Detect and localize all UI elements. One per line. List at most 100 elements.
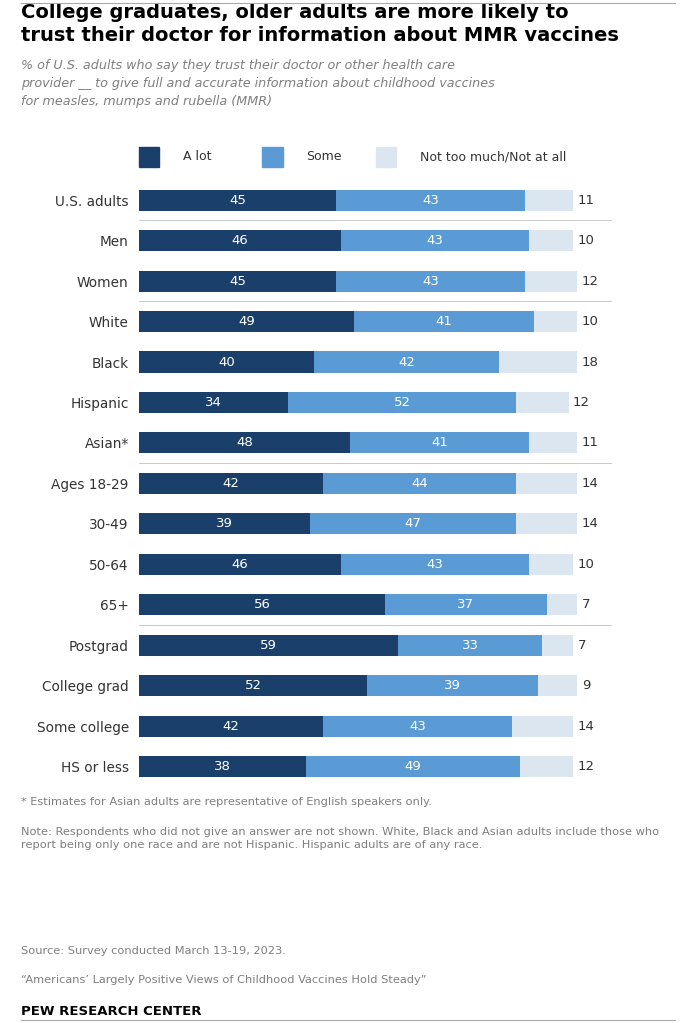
Bar xyxy=(542,634,573,656)
Text: 9: 9 xyxy=(582,679,590,693)
Text: 12: 12 xyxy=(573,396,590,409)
Bar xyxy=(288,392,516,413)
Bar xyxy=(139,433,349,453)
Bar xyxy=(534,311,578,332)
Text: 11: 11 xyxy=(582,437,599,449)
Bar xyxy=(538,675,578,696)
Bar xyxy=(516,473,578,494)
Text: Note: Respondents who did not give an answer are not shown. White, Black and Asi: Note: Respondents who did not give an an… xyxy=(21,827,659,850)
Text: 42: 42 xyxy=(398,356,415,368)
Text: 43: 43 xyxy=(422,274,439,287)
Text: 18: 18 xyxy=(582,356,599,368)
Bar xyxy=(323,715,512,737)
Bar xyxy=(529,553,573,575)
Bar xyxy=(139,553,341,575)
Bar xyxy=(336,189,525,211)
Text: 49: 49 xyxy=(238,315,255,328)
Bar xyxy=(516,514,578,534)
Text: 56: 56 xyxy=(253,598,270,611)
Text: 10: 10 xyxy=(582,315,599,328)
Text: 7: 7 xyxy=(578,638,586,652)
Bar xyxy=(341,230,529,252)
Text: 37: 37 xyxy=(457,598,474,611)
Bar xyxy=(139,189,336,211)
Bar xyxy=(139,392,288,413)
Bar xyxy=(139,675,367,696)
Text: A lot: A lot xyxy=(183,150,212,163)
Text: 52: 52 xyxy=(244,679,262,693)
Text: College graduates, older adults are more likely to
trust their doctor for inform: College graduates, older adults are more… xyxy=(21,3,619,45)
Bar xyxy=(521,756,573,777)
Bar xyxy=(139,352,315,372)
Text: 48: 48 xyxy=(236,437,253,449)
Bar xyxy=(385,594,547,615)
Bar xyxy=(512,715,573,737)
Text: 52: 52 xyxy=(394,396,411,409)
Text: “Americans’ Largely Positive Views of Childhood Vaccines Hold Steady”: “Americans’ Largely Positive Views of Ch… xyxy=(21,975,427,985)
Bar xyxy=(397,634,542,656)
Text: 39: 39 xyxy=(216,518,233,530)
Bar xyxy=(310,514,516,534)
Text: Some: Some xyxy=(306,150,342,163)
Bar xyxy=(139,715,323,737)
Bar xyxy=(349,433,529,453)
Text: 41: 41 xyxy=(435,315,452,328)
Text: 49: 49 xyxy=(404,760,422,773)
Text: 45: 45 xyxy=(230,193,246,207)
Bar xyxy=(323,473,516,494)
Bar xyxy=(139,514,310,534)
Bar xyxy=(139,311,354,332)
Bar xyxy=(529,433,578,453)
Bar xyxy=(139,473,323,494)
Text: % of U.S. adults who say they trust their doctor or other health care
provider _: % of U.S. adults who say they trust thei… xyxy=(21,59,495,108)
Text: 33: 33 xyxy=(461,638,479,652)
Text: 46: 46 xyxy=(232,234,248,248)
Text: 10: 10 xyxy=(578,558,594,571)
Text: 45: 45 xyxy=(230,274,246,287)
Bar xyxy=(367,675,538,696)
Bar xyxy=(139,756,306,777)
Text: 43: 43 xyxy=(427,558,443,571)
Bar xyxy=(354,311,534,332)
Text: 7: 7 xyxy=(582,598,590,611)
Bar xyxy=(498,352,578,372)
Bar xyxy=(315,352,498,372)
Text: 41: 41 xyxy=(431,437,448,449)
Text: 34: 34 xyxy=(205,396,222,409)
Text: 44: 44 xyxy=(411,477,428,490)
Bar xyxy=(525,271,578,292)
Text: 14: 14 xyxy=(582,518,599,530)
Text: 42: 42 xyxy=(223,719,239,732)
Bar xyxy=(529,230,573,252)
Text: 43: 43 xyxy=(427,234,443,248)
Text: 14: 14 xyxy=(582,477,599,490)
Bar xyxy=(139,271,336,292)
Text: 39: 39 xyxy=(444,679,461,693)
Text: 12: 12 xyxy=(578,760,594,773)
Bar xyxy=(525,189,573,211)
Bar xyxy=(336,271,525,292)
Text: 11: 11 xyxy=(578,193,594,207)
Text: 46: 46 xyxy=(232,558,248,571)
Bar xyxy=(516,392,569,413)
Bar xyxy=(341,553,529,575)
Text: * Estimates for Asian adults are representative of English speakers only.: * Estimates for Asian adults are represe… xyxy=(21,797,432,807)
Text: Source: Survey conducted March 13-19, 2023.: Source: Survey conducted March 13-19, 20… xyxy=(21,945,286,955)
Bar xyxy=(547,594,578,615)
Text: 47: 47 xyxy=(404,518,422,530)
Text: 14: 14 xyxy=(578,719,594,732)
Text: 43: 43 xyxy=(409,719,426,732)
Bar xyxy=(139,146,159,167)
Bar xyxy=(306,756,521,777)
Text: Not too much/Not at all: Not too much/Not at all xyxy=(420,150,567,163)
Text: 12: 12 xyxy=(582,274,599,287)
Text: 38: 38 xyxy=(214,760,231,773)
Text: PEW RESEARCH CENTER: PEW RESEARCH CENTER xyxy=(21,1005,201,1018)
Text: 59: 59 xyxy=(260,638,277,652)
Text: 43: 43 xyxy=(422,193,439,207)
Bar xyxy=(139,634,397,656)
Bar xyxy=(262,146,283,167)
Text: 40: 40 xyxy=(219,356,235,368)
Text: 42: 42 xyxy=(223,477,239,490)
Text: 10: 10 xyxy=(578,234,594,248)
